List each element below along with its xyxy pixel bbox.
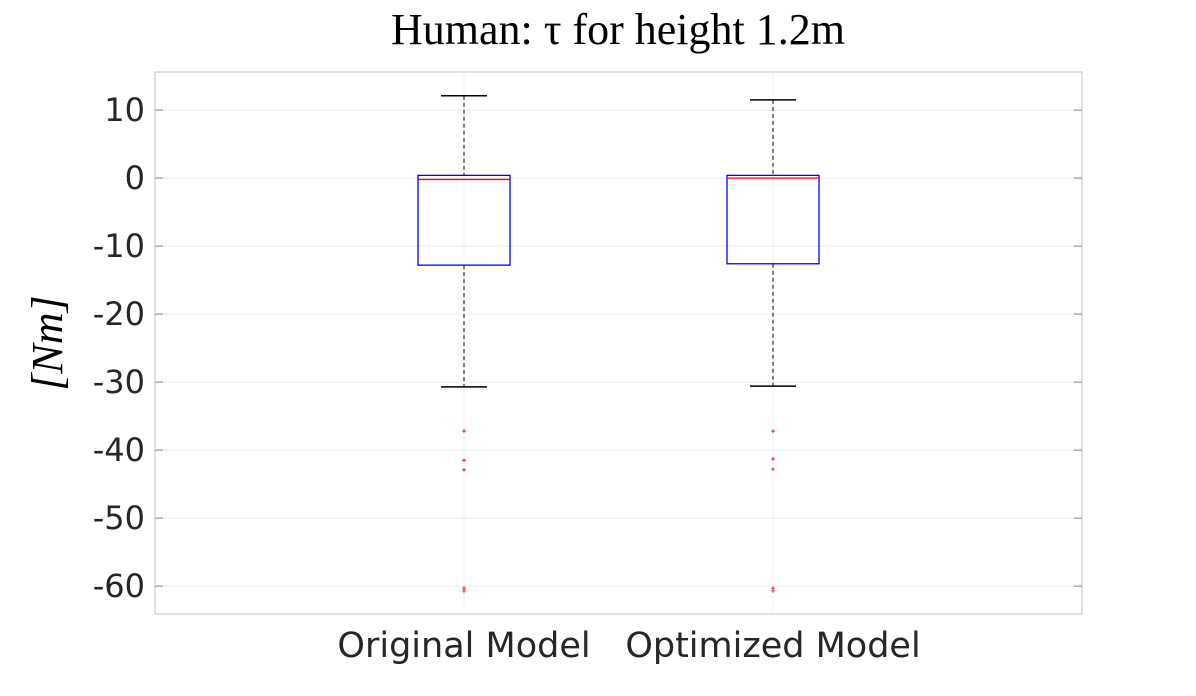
outlier xyxy=(462,458,466,463)
y-tick-label: -40 xyxy=(93,431,145,469)
outlier xyxy=(771,467,775,472)
outlier xyxy=(771,429,775,434)
plot-area xyxy=(154,71,1083,615)
x-tick-label: Optimized Model xyxy=(625,626,920,666)
outlier xyxy=(462,588,466,593)
y-tick-label: -20 xyxy=(93,295,145,333)
y-tick-label: -60 xyxy=(93,567,145,605)
outlier xyxy=(462,467,466,472)
y-tick-label: -50 xyxy=(93,499,145,537)
outlier xyxy=(462,429,466,434)
y-tick-label: -10 xyxy=(93,227,145,265)
chart-title: Human: τ for height 1.2m xyxy=(391,5,845,54)
y-axis-label: [Nm] xyxy=(23,295,72,390)
x-tick-label: Original Model xyxy=(337,626,590,666)
y-tick-label: -30 xyxy=(93,363,145,401)
box xyxy=(726,174,820,265)
outlier xyxy=(771,588,775,593)
y-tick-label: 0 xyxy=(125,159,145,197)
box xyxy=(417,174,511,266)
y-tick-label: 10 xyxy=(104,91,145,129)
outlier xyxy=(771,456,775,461)
